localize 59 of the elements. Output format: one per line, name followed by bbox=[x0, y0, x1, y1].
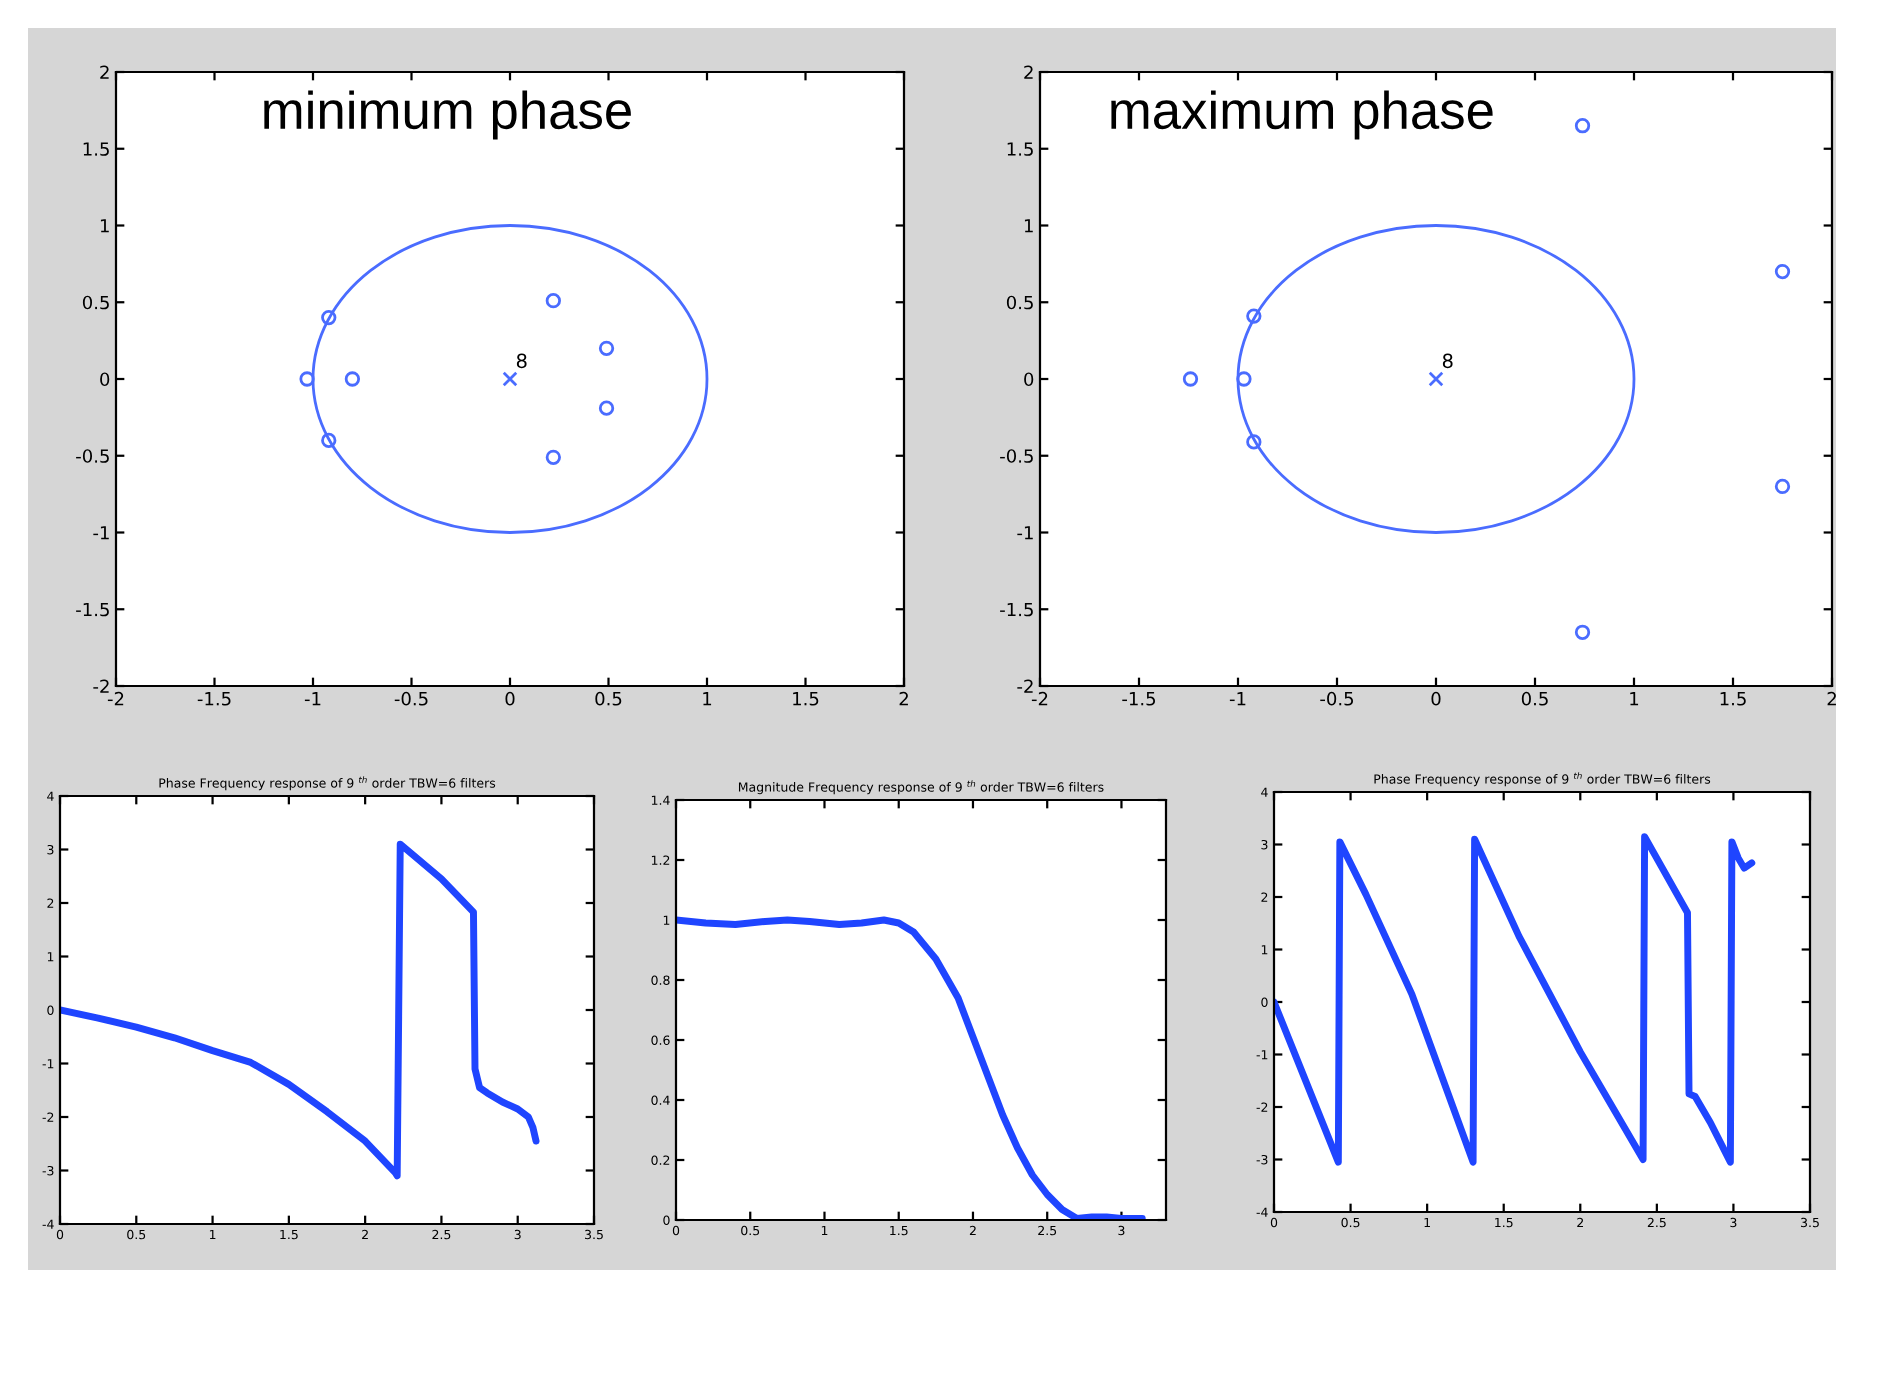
x-tick-label: 0.5 bbox=[1521, 691, 1548, 706]
y-tick-label: -1 bbox=[1017, 526, 1033, 540]
point bbox=[1574, 118, 1591, 134]
point bbox=[1574, 624, 1591, 640]
x-tick-label: 0 bbox=[505, 691, 515, 706]
point bbox=[1182, 371, 1199, 387]
line-series bbox=[60, 840, 540, 1180]
x-tick-label: 0.5 bbox=[595, 691, 622, 706]
y-tick-label: 2 bbox=[100, 65, 109, 79]
point bbox=[545, 293, 561, 309]
point bbox=[299, 371, 315, 387]
point bbox=[1246, 434, 1262, 450]
y-tick-label: -2 bbox=[1017, 679, 1033, 693]
y-tick-label: -1.5 bbox=[1000, 602, 1033, 617]
x-tick-label: -1.5 bbox=[1122, 692, 1156, 706]
point bbox=[1428, 371, 1444, 387]
y-tick-label: -0.5 bbox=[1000, 449, 1033, 463]
x-tick-label: -1 bbox=[1229, 692, 1246, 706]
y-tick-label: 0 bbox=[100, 372, 110, 387]
annotation: 8 bbox=[516, 353, 527, 369]
chart-title: minimum phase bbox=[264, 90, 631, 140]
point bbox=[1246, 308, 1262, 324]
y-tick-label: -1 bbox=[93, 526, 109, 540]
y-tick-label: 0 bbox=[1024, 372, 1034, 387]
x-tick-label: -1.5 bbox=[197, 692, 231, 706]
x-tick-label: -0.5 bbox=[1320, 691, 1354, 706]
point bbox=[598, 340, 615, 356]
y-tick-label: 1 bbox=[1024, 219, 1033, 233]
point bbox=[321, 309, 337, 326]
point bbox=[344, 371, 361, 387]
x-tick-label: 2 bbox=[1827, 691, 1836, 706]
x-tick-label: 0 bbox=[1431, 691, 1441, 706]
chart-title: maximum phase bbox=[1111, 90, 1493, 140]
point bbox=[545, 449, 561, 465]
y-tick-label: -1.5 bbox=[76, 602, 109, 617]
annotation: 8 bbox=[1442, 353, 1453, 369]
x-tick-label: -1 bbox=[304, 692, 321, 706]
x-tick-label: 1.5 bbox=[793, 692, 819, 706]
y-tick-label: -0.5 bbox=[76, 449, 109, 463]
y-tick-label: 0.5 bbox=[82, 295, 109, 310]
y-tick-label: 0.5 bbox=[1006, 295, 1033, 310]
point bbox=[1236, 371, 1252, 387]
x-tick-label: 1.5 bbox=[1720, 692, 1746, 706]
line-series bbox=[1274, 833, 1756, 1166]
y-tick-label: 1.5 bbox=[83, 142, 109, 156]
y-tick-label: -2 bbox=[93, 679, 109, 693]
x-tick-label: 2 bbox=[899, 691, 908, 706]
point bbox=[1774, 478, 1791, 495]
y-tick-label: 2 bbox=[1024, 65, 1033, 79]
line-series bbox=[676, 916, 1146, 1220]
y-tick-label: 1 bbox=[100, 219, 109, 233]
y-tick-label: 1.5 bbox=[1007, 142, 1033, 156]
point bbox=[598, 400, 615, 416]
x-tick-label: 1 bbox=[703, 692, 712, 706]
point bbox=[1774, 263, 1791, 280]
x-tick-label: 1 bbox=[1630, 692, 1639, 706]
point bbox=[502, 371, 518, 387]
x-tick-label: -0.5 bbox=[394, 691, 428, 706]
point bbox=[321, 432, 337, 449]
